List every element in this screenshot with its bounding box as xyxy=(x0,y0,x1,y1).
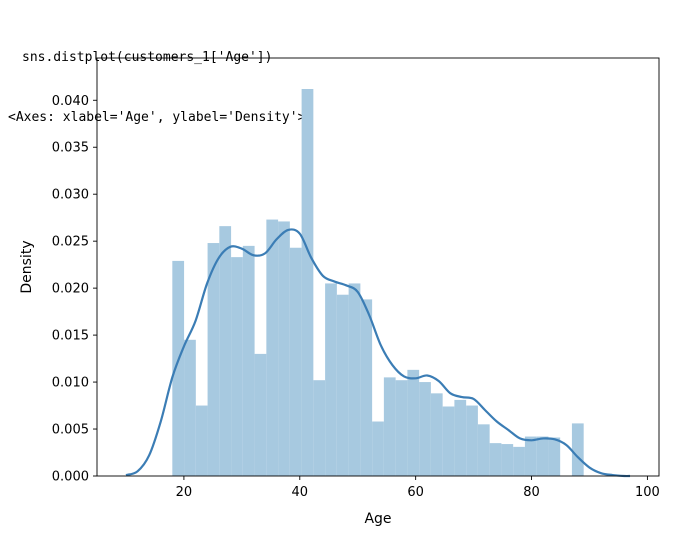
cell-output-line: <Axes: xlabel='Age', ylabel='Density'> xyxy=(8,110,306,125)
histogram-bar xyxy=(430,393,443,476)
histogram-bar xyxy=(454,399,467,476)
histogram-bar xyxy=(207,243,220,476)
x-axis-ticks: 20 40 60 80 100 xyxy=(176,476,660,500)
code-input-line: sns.distplot(customers_1['Age']) xyxy=(22,50,273,65)
y-tick-label: 0.010 xyxy=(52,376,89,391)
axes-frame xyxy=(96,57,660,477)
y-tick-label: 0.030 xyxy=(52,188,89,203)
histogram-bar xyxy=(477,424,490,476)
histogram-bar xyxy=(289,247,302,476)
notebook-cell: sns.distplot(customers_1['Age']) <Axes: … xyxy=(8,8,305,148)
y-tick-label: 0.020 xyxy=(52,282,89,297)
histogram-bar xyxy=(172,260,185,476)
histogram-bar xyxy=(383,377,396,476)
y-tick-label: 0.035 xyxy=(52,141,89,156)
histogram-bar xyxy=(395,380,408,476)
histogram-bar xyxy=(407,369,420,476)
kde-curve xyxy=(125,228,631,478)
histogram-bar xyxy=(336,294,349,476)
histogram-bar xyxy=(571,423,584,476)
histogram-bar xyxy=(325,283,337,476)
histogram-bar xyxy=(501,444,514,476)
histogram-bar xyxy=(278,221,290,476)
histogram-bar xyxy=(231,257,243,476)
histogram-bar xyxy=(184,339,196,476)
histogram-bar xyxy=(242,245,255,476)
x-tick-label: 80 xyxy=(523,485,540,500)
x-tick-label: 60 xyxy=(407,485,424,500)
x-tick-label: 100 xyxy=(635,485,660,500)
histogram-bar xyxy=(348,283,361,476)
y-tick-label: 0.040 xyxy=(52,94,89,109)
histogram-bar xyxy=(489,443,502,476)
histogram-bar xyxy=(466,405,478,476)
x-tick-label: 20 xyxy=(176,485,193,500)
histogram-bar xyxy=(442,406,455,476)
x-axis-label: Age xyxy=(364,511,391,527)
y-axis-label: Density xyxy=(19,240,35,293)
histogram-bar xyxy=(536,436,549,476)
x-tick-label: 40 xyxy=(292,485,309,500)
histogram-bars xyxy=(172,88,584,477)
histogram-bar xyxy=(266,219,279,477)
histogram-bar xyxy=(524,436,537,476)
histogram-bar xyxy=(254,353,267,476)
histogram-bar xyxy=(419,382,431,476)
y-tick-label: 0.015 xyxy=(52,329,89,344)
histogram-bar xyxy=(513,446,525,476)
histogram-bar xyxy=(301,88,314,477)
y-tick-label: 0.005 xyxy=(52,423,89,438)
histogram-bar xyxy=(360,299,373,476)
y-tick-label: 0.025 xyxy=(52,235,89,250)
y-axis-ticks: 0.000 0.005 0.010 0.015 0.020 0.025 0.030 0.035… xyxy=(52,94,97,485)
histogram-bar xyxy=(548,437,561,476)
histogram-bar xyxy=(313,380,326,476)
histogram-bar xyxy=(195,405,208,476)
y-tick-label: 0.000 xyxy=(52,470,89,485)
histogram-bar xyxy=(372,421,384,476)
histogram-bar xyxy=(219,226,232,476)
